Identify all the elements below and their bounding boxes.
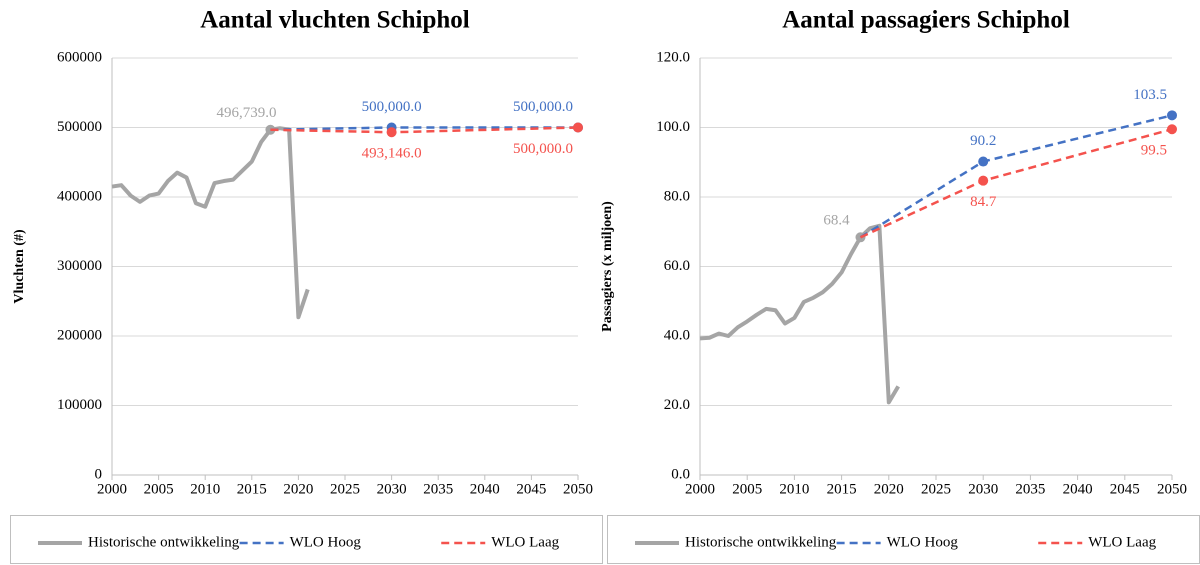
- series-line: [111, 126, 310, 320]
- y-tick-label: 100000: [57, 397, 102, 413]
- series-line: [859, 114, 1173, 239]
- y-axis-label: Passagiers (x miljoen): [600, 201, 615, 332]
- x-tick-label: 2050: [1157, 481, 1187, 497]
- legend-label: WLO Hoog: [290, 534, 362, 550]
- y-tick-label: 400000: [57, 188, 102, 204]
- point-marker: [978, 175, 989, 186]
- x-tick-label: 2015: [827, 481, 857, 497]
- legend-label: WLO Hoog: [887, 534, 959, 550]
- x-tick-label: 2030: [968, 481, 998, 497]
- data-label: 493,146.0: [362, 146, 422, 162]
- x-tick-label: 2005: [732, 481, 762, 497]
- x-tick-label: 2000: [97, 481, 127, 497]
- series-line: [859, 128, 1173, 239]
- x-tick-label: 2045: [1110, 481, 1140, 497]
- x-tick-label: 2000: [685, 481, 715, 497]
- y-tick-label: 0.0: [671, 466, 690, 482]
- legend-label: WLO Laag: [491, 534, 559, 550]
- point-marker: [386, 127, 397, 138]
- data-label: 500,000.0: [362, 99, 422, 115]
- x-tick-label: 2045: [516, 481, 546, 497]
- y-tick-label: 40.0: [664, 327, 690, 343]
- x-tick-label: 2015: [237, 481, 267, 497]
- legend-label: Historische ontwikkeling: [685, 534, 837, 550]
- x-tick-label: 2010: [779, 481, 809, 497]
- y-axis-label: Vluchten (#): [12, 229, 27, 304]
- y-tick-label: 80.0: [664, 188, 690, 204]
- point-marker: [978, 156, 989, 167]
- point-marker: [573, 122, 583, 133]
- data-label: 68.4: [823, 213, 850, 229]
- data-label: 500,000.0: [513, 99, 573, 115]
- x-tick-label: 2020: [874, 481, 904, 497]
- x-tick-label: 2030: [377, 481, 407, 497]
- x-tick-label: 2010: [190, 481, 220, 497]
- x-tick-label: 2020: [283, 481, 313, 497]
- x-tick-label: 2035: [1015, 481, 1045, 497]
- x-tick-label: 2040: [470, 481, 500, 497]
- data-label: 84.7: [970, 194, 997, 210]
- y-tick-label: 200000: [57, 327, 102, 343]
- y-tick-label: 500000: [57, 119, 102, 135]
- y-tick-label: 600000: [57, 49, 102, 65]
- point-marker: [1167, 124, 1177, 135]
- x-tick-label: 2025: [330, 481, 360, 497]
- series-line: [699, 223, 900, 405]
- y-tick-label: 20.0: [664, 397, 690, 413]
- x-tick-label: 2035: [423, 481, 453, 497]
- legend-label: Historische ontwikkeling: [88, 534, 240, 550]
- y-tick-label: 60.0: [664, 258, 690, 274]
- y-tick-label: 300000: [57, 258, 102, 274]
- point-marker: [1167, 110, 1177, 121]
- data-label: 500,000.0: [513, 141, 573, 157]
- legend-label: WLO Laag: [1088, 534, 1156, 550]
- legend-box: [10, 515, 603, 564]
- y-tick-label: 100.0: [656, 119, 690, 135]
- data-label: 90.2: [970, 133, 996, 149]
- y-tick-label: 120.0: [656, 49, 690, 65]
- x-tick-label: 2005: [144, 481, 174, 497]
- data-label: 496,739.0: [216, 105, 276, 121]
- chart-title: Aantal vluchten Schiphol: [200, 7, 470, 34]
- data-label: 99.5: [1141, 143, 1167, 159]
- chart-title: Aantal passagiers Schiphol: [782, 7, 1070, 34]
- y-tick-label: 0: [95, 466, 103, 482]
- x-tick-label: 2040: [1063, 481, 1093, 497]
- data-label: 103.5: [1133, 87, 1167, 103]
- x-tick-label: 2050: [563, 481, 593, 497]
- x-tick-label: 2025: [921, 481, 951, 497]
